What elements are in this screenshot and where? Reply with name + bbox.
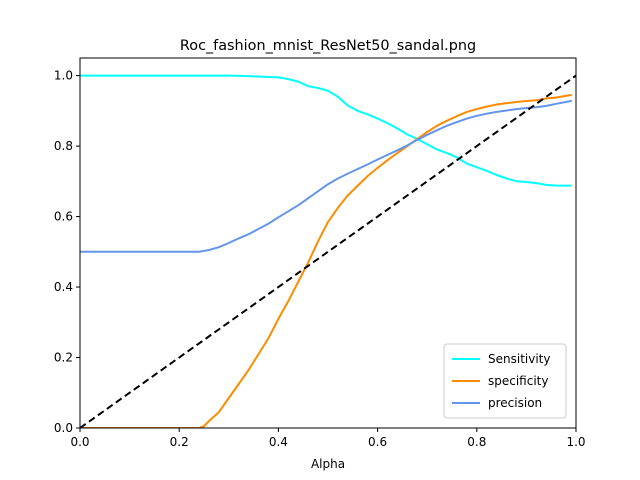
legend-label-specificity: specificity [488,374,548,388]
specificity-line [80,94,572,428]
y-tick-label: 0.2 [54,351,73,365]
precision-line [80,100,572,253]
x-tick-label: 0.8 [467,435,486,449]
x-tick-label: 0.4 [269,435,288,449]
legend: Sensitivity specificity precision [443,343,567,419]
sensitivity-line [80,74,572,187]
y-axis-ticks: 0.0 0.2 0.4 0.6 0.8 1.0 [54,69,80,435]
x-axis-ticks: 0.0 0.2 0.4 0.6 0.8 1.0 [70,428,586,449]
legend-box [443,343,567,419]
x-axis-label: Alpha [311,457,345,471]
x-tick-label: 1.0 [566,435,585,449]
y-tick-label: 0.4 [54,280,73,294]
chart-title: Roc_fashion_mnist_ResNet50_sandal.png [180,38,476,54]
y-tick-label: 0.0 [54,421,73,435]
diagonal-reference-line [80,74,576,428]
legend-label-sensitivity: Sensitivity [488,352,550,366]
x-tick-label: 0.2 [170,435,189,449]
plot-area [79,57,577,429]
y-tick-label: 1.0 [54,69,73,83]
plot-frame [79,57,577,429]
legend-label-precision: precision [488,396,542,410]
y-tick-label: 0.6 [54,210,73,224]
series-layer [80,74,576,428]
y-tick-label: 0.8 [54,139,73,153]
x-tick-label: 0.6 [368,435,387,449]
x-tick-label: 0.0 [70,435,89,449]
